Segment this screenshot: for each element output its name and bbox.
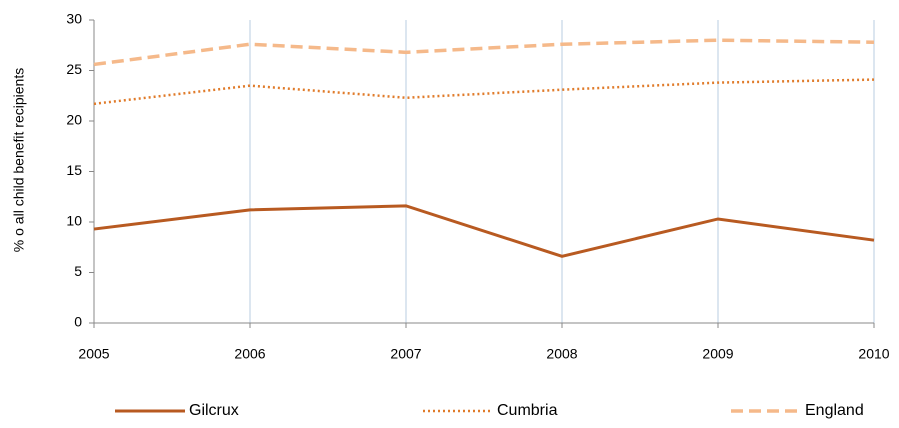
- series-line: [93, 204, 875, 258]
- y-tick-label: 10: [66, 213, 82, 229]
- series-line: [93, 38, 875, 67]
- y-tick-label: 15: [66, 162, 82, 178]
- legend-label: Cumbria: [497, 402, 558, 419]
- y-tick-label: 0: [74, 314, 82, 330]
- y-tick-label: 20: [66, 112, 82, 128]
- y-tick-label: 25: [66, 61, 82, 77]
- x-tick-label: 2008: [546, 346, 577, 362]
- x-tick-label: 2009: [702, 346, 733, 362]
- legend-label: Gilcrux: [189, 402, 239, 419]
- legend-label: England: [805, 402, 864, 419]
- y-tick-label: 30: [66, 11, 82, 27]
- x-tick-label: 2006: [234, 346, 265, 362]
- x-tick-label: 2007: [390, 346, 421, 362]
- y-axis-label: % o all child benefit recipients: [11, 68, 27, 252]
- x-tick-label: 2010: [858, 346, 889, 362]
- series-line: [93, 78, 875, 106]
- y-tick-label: 5: [74, 263, 82, 279]
- x-tick-label: 2005: [78, 346, 109, 362]
